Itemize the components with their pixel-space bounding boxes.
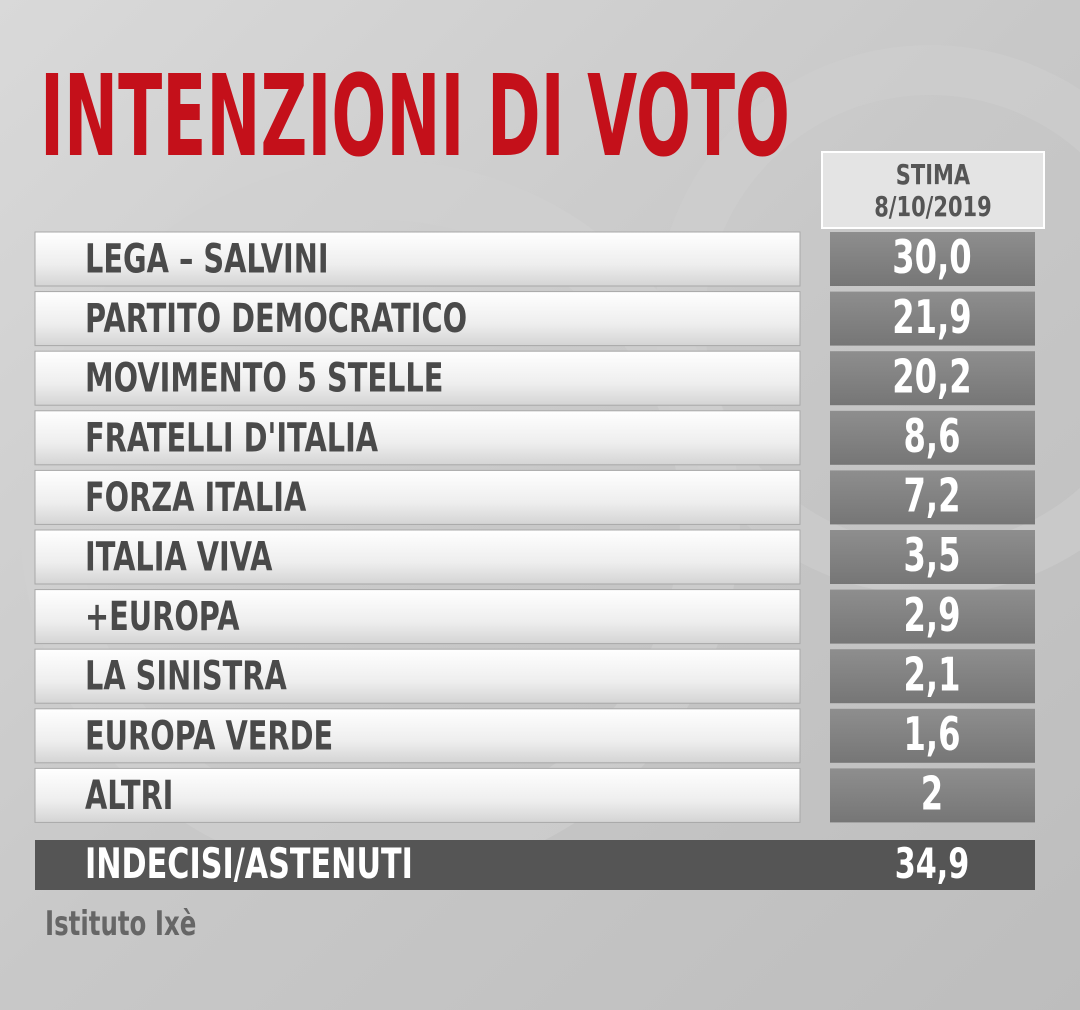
row-label: EUROPA VERDE <box>85 714 333 760</box>
row-label-box <box>34 648 801 704</box>
row-value-box <box>830 589 1035 644</box>
row-value: 20,2 <box>892 351 971 404</box>
row-value: 2 <box>921 768 943 821</box>
row-value: 1,6 <box>903 708 960 761</box>
row-value-box <box>830 410 1035 465</box>
row-label-box <box>34 410 801 466</box>
row-value: 2,9 <box>903 589 960 642</box>
row-label: ALTRI <box>85 773 173 819</box>
row-label: +EUROPA <box>85 594 240 640</box>
row-label: ITALIA VIVA <box>85 535 272 581</box>
row-value-box <box>830 708 1035 763</box>
row-value-box <box>830 291 1035 346</box>
source: Istituto Ixè <box>45 904 196 943</box>
row-label: MOVIMENTO 5 STELLE <box>85 356 443 402</box>
row-value: 2,1 <box>903 649 960 702</box>
row-label: FORZA ITALIA <box>85 475 306 521</box>
row-value: 30,0 <box>892 231 971 284</box>
row-label-box <box>34 231 801 287</box>
title: INTENZIONI DI VOTO <box>40 52 790 182</box>
row-value-box <box>830 351 1035 406</box>
row-value-box <box>830 649 1035 704</box>
row-value-box <box>830 470 1035 525</box>
row-label-box <box>34 767 801 823</box>
total-label: INDECISI/ASTENUTI <box>85 839 413 888</box>
row-label-box <box>34 469 801 525</box>
row-value-box <box>830 530 1035 584</box>
row-value: 3,5 <box>903 529 960 582</box>
row-label: LEGA – SALVINI <box>85 237 329 283</box>
total-value: 34,9 <box>895 839 970 888</box>
row-label: LA SINISTRA <box>85 654 287 700</box>
row-value: 7,2 <box>903 470 960 523</box>
column-header: STIMA <box>896 158 971 191</box>
column-header: 8/10/2019 <box>874 190 992 223</box>
row-label: PARTITO DEMOCRATICO <box>85 296 467 342</box>
row-value: 21,9 <box>892 291 971 344</box>
row-value-box <box>830 232 1035 286</box>
row-label-box <box>34 708 801 764</box>
row-value-box <box>830 768 1035 823</box>
row-label: FRATELLI D'ITALIA <box>85 416 378 462</box>
row-label-box <box>34 350 801 406</box>
row-label-box <box>34 529 801 585</box>
total-row <box>35 840 1035 890</box>
column-header-box <box>821 151 1045 229</box>
row-value: 8,6 <box>903 410 960 463</box>
row-label-box <box>34 589 801 645</box>
row-label-box <box>34 291 801 347</box>
